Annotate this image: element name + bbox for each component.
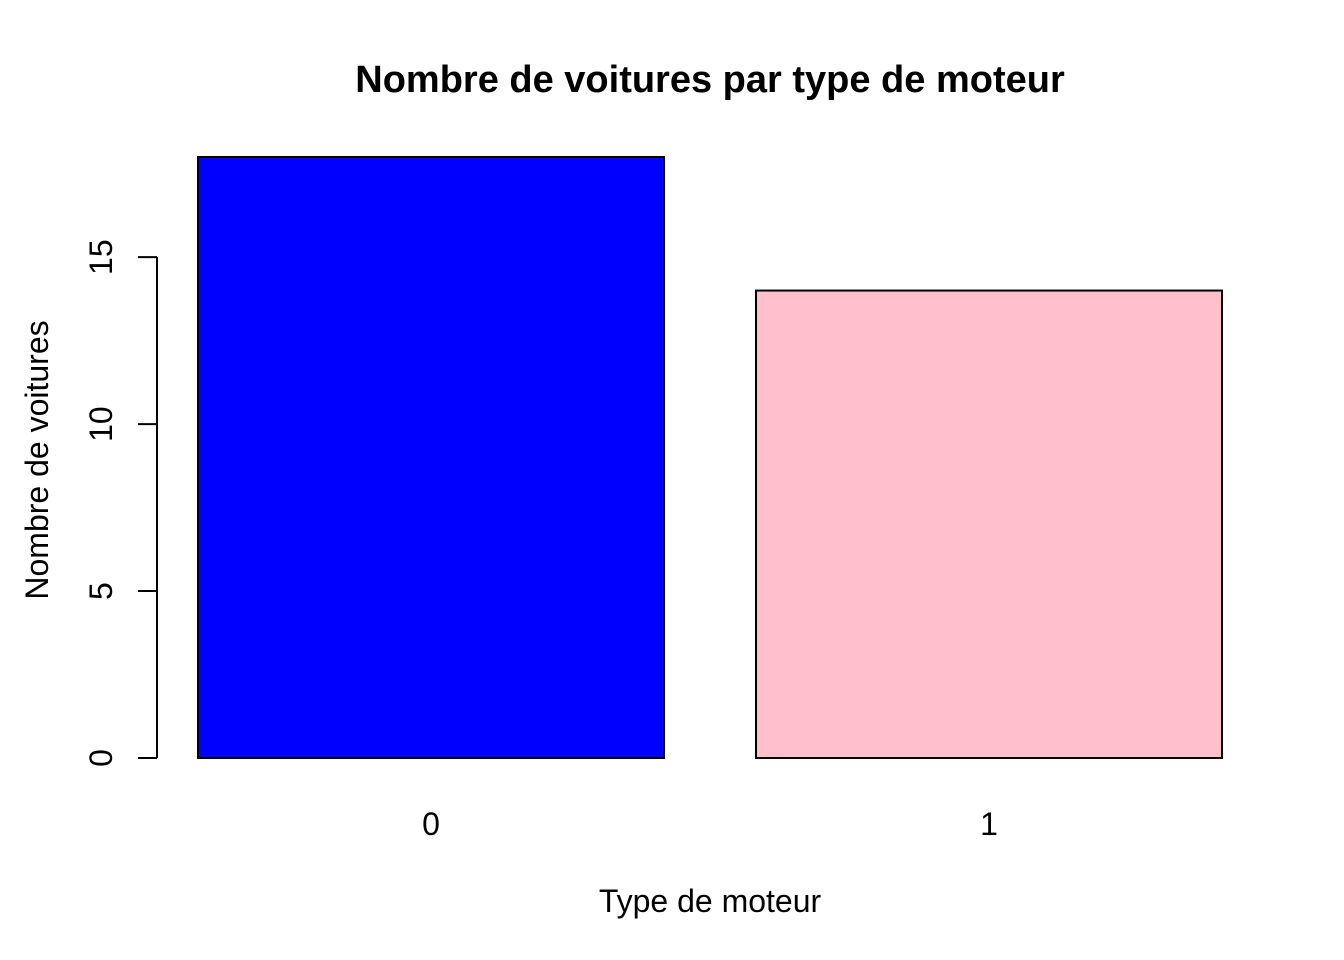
y-tick-label-15: 15: [83, 239, 119, 275]
bars-group: [197, 156, 1223, 759]
y-axis: 0 5 10 15: [83, 239, 158, 767]
x-axis-label: Type de moteur: [599, 883, 822, 919]
y-tick-label-10: 10: [83, 406, 119, 442]
chart-title: Nombre de voitures par type de moteur: [355, 59, 1065, 101]
y-tick-label-5: 5: [83, 582, 119, 600]
x-category-label-0: 0: [422, 806, 440, 842]
y-tick-label-0: 0: [83, 749, 119, 767]
bar-1: [755, 289, 1223, 759]
y-axis-label: Nombre de voitures: [19, 320, 55, 599]
x-category-label-1: 1: [980, 806, 998, 842]
y-ticks: 0 5 10 15: [83, 239, 157, 767]
bar-0: [197, 156, 665, 759]
